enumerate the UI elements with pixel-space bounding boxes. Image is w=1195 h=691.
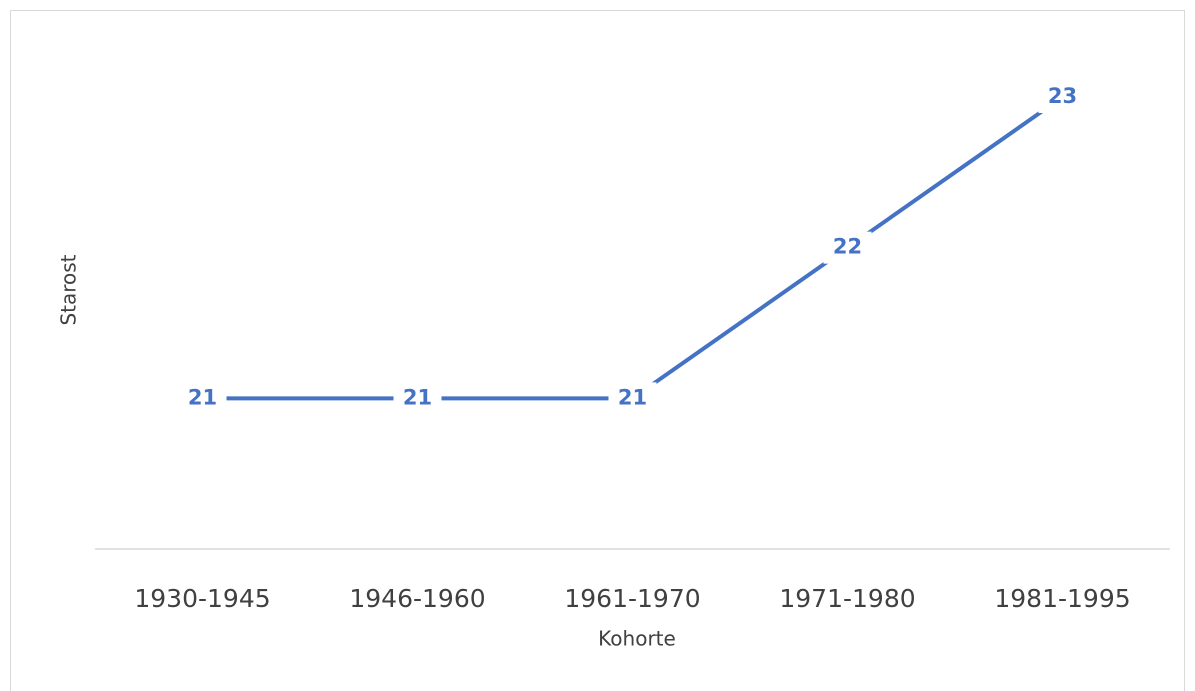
data-label-bg [178, 382, 227, 415]
x-tick-label: 1971-1980 [779, 584, 915, 613]
x-tick-label: 1946-1960 [349, 584, 485, 613]
data-label: 21 [618, 385, 647, 409]
x-tick-label: 1981-1995 [994, 584, 1130, 613]
data-label: 21 [188, 385, 217, 409]
x-tick-label: 1930-1945 [134, 584, 270, 613]
x-tick-label: 1961-1970 [564, 584, 700, 613]
data-label: 22 [833, 235, 862, 259]
data-label: 21 [403, 385, 432, 409]
data-label-bg [823, 231, 872, 264]
data-label-bg [1038, 81, 1087, 113]
x-axis-title: Kohorte [598, 627, 676, 651]
chart-border [10, 10, 1185, 691]
y-axis-title: Starost [57, 254, 81, 325]
data-label: 23 [1048, 84, 1077, 108]
data-label-bg [393, 382, 442, 415]
data-label-bg [608, 382, 657, 415]
